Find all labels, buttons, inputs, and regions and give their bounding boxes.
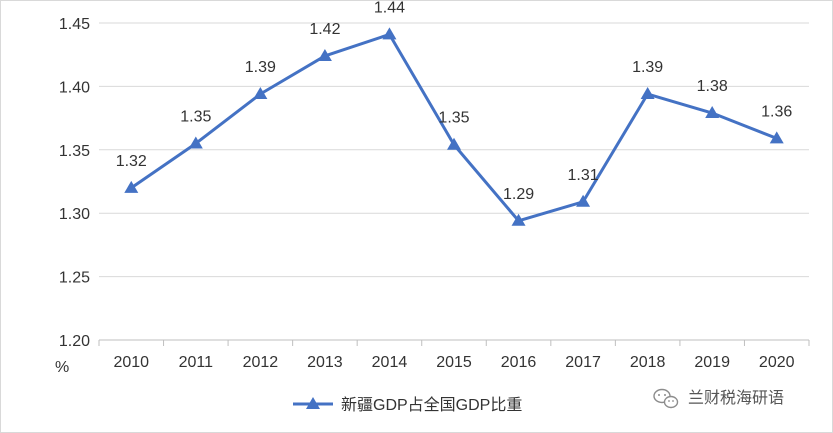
x-tick-label: 2019 [694, 354, 730, 371]
y-tick-label: 1.45 [59, 16, 90, 33]
x-tick-label: 2010 [113, 354, 149, 371]
data-label: 1.31 [568, 167, 599, 184]
y-axis-ticks: 1.20 1.25 1.30 1.35 1.40 1.45 [59, 16, 90, 350]
y-tick-label: 1.25 [59, 270, 90, 287]
data-point-marker [640, 87, 655, 100]
data-label: 1.39 [632, 59, 663, 76]
data-point-marker [511, 213, 526, 226]
data-point-marker [124, 180, 139, 193]
legend-label: 新疆GDP占全国GDP比重 [341, 396, 522, 414]
y-tick-label: 1.40 [59, 79, 90, 96]
legend: 新疆GDP占全国GDP比重 [293, 396, 522, 414]
x-tick-label: 2013 [307, 354, 343, 371]
x-tick-label: 2018 [630, 354, 666, 371]
watermark: 兰财税海研语 [653, 388, 784, 409]
wechat-icon [653, 388, 679, 409]
data-label: 1.42 [309, 21, 340, 38]
data-point-marker [705, 106, 720, 119]
y-tick-label: 1.35 [59, 143, 90, 160]
data-point-marker [188, 136, 203, 149]
x-tick-label: 2015 [436, 354, 472, 371]
y-axis-unit: % [55, 359, 69, 376]
x-axis [98, 339, 810, 346]
watermark-text: 兰财税海研语 [688, 389, 784, 407]
legend-marker [306, 397, 320, 409]
y-tick-label: 1.30 [59, 206, 90, 223]
data-label: 1.36 [761, 103, 792, 120]
x-tick-label: 2017 [565, 354, 601, 371]
data-label: 1.32 [116, 153, 147, 170]
series-layer [124, 27, 784, 226]
grid-lines [99, 22, 809, 278]
data-point-marker [317, 48, 332, 61]
x-tick-label: 2020 [759, 354, 795, 371]
data-label: 1.44 [374, 0, 405, 16]
data-label: 1.29 [503, 186, 534, 203]
data-point-marker [576, 194, 591, 207]
x-tick-label: 2011 [179, 354, 214, 371]
data-labels: 1.32 1.35 1.39 1.42 1.44 1.35 1.29 1.31 1.39 1.38… [116, 0, 793, 203]
x-tick-label: 2014 [372, 354, 408, 371]
series-line [130, 32, 778, 223]
data-point-marker [447, 137, 461, 150]
data-label: 1.35 [180, 108, 211, 125]
data-label: 1.38 [697, 78, 728, 95]
data-point-marker [382, 27, 397, 40]
data-point-marker [253, 87, 268, 100]
x-tick-label: 2016 [501, 354, 537, 371]
data-label: 1.39 [245, 59, 276, 76]
x-tick-label: 2012 [243, 354, 279, 371]
data-point-marker [769, 131, 784, 144]
y-tick-label: 1.20 [59, 333, 90, 350]
data-label: 1.35 [438, 110, 469, 127]
x-axis-ticks: 2010 2011 2012 2013 2014 2015 2016 2017 2018 2019… [113, 354, 794, 371]
